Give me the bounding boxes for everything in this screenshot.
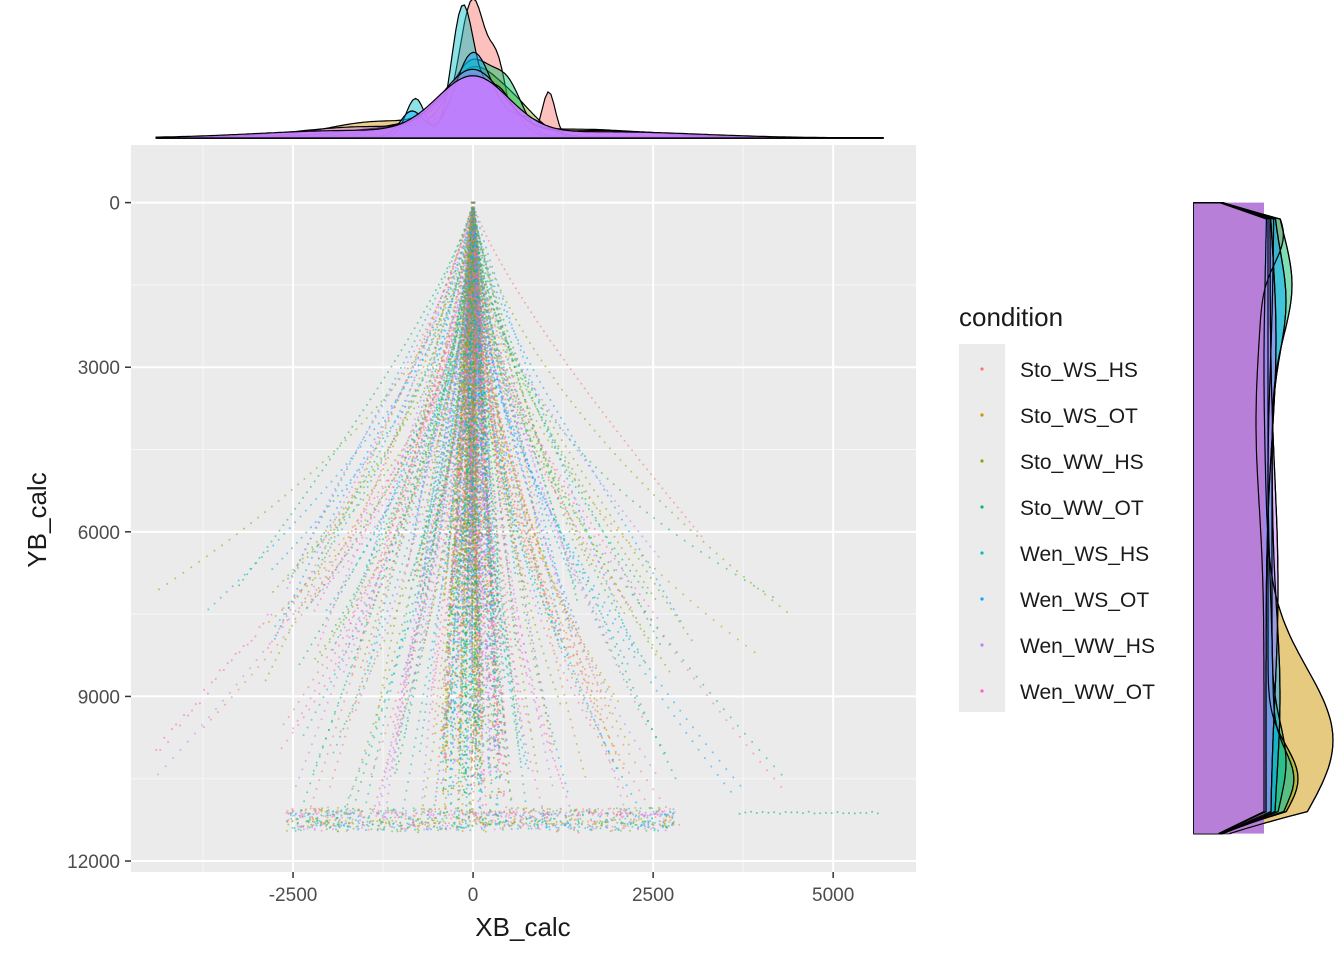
legend-key-Wen_WW_OT [980,689,984,693]
trajectory-Wen_WS_OT [294,811,675,819]
x-tick-label: 2500 [632,885,674,906]
legend-key-Wen_WS_HS [980,551,984,555]
trajectory-Sto_WW_HS [306,818,675,828]
trajectory-Sto_WW_OT [305,816,665,826]
y-tick-label: 6000 [78,523,120,544]
legend-label-Sto_WW_HS: Sto_WW_HS [1020,451,1144,474]
x-tick-label: -2500 [269,885,318,906]
trajectory-Wen_WW_OT [300,823,667,832]
scatter-panel [131,145,916,872]
y-density-outline-Sto_WS_HS [1194,202,1285,835]
y-tick-label: 0 [109,194,120,215]
trajectory-Sto_WW_OT [738,810,879,815]
trajectory-Sto_WW_HS [458,201,475,788]
legend-label-Wen_WS_HS: Wen_WS_HS [1020,543,1149,566]
legend-key-Wen_WS_OT [980,597,984,601]
legend-key-Sto_WW_OT [980,505,984,509]
trajectory-Wen_WW_OT [298,822,675,831]
y-density-outline-Wen_WW_HS [1194,202,1279,835]
trajectory-Sto_WS_OT [318,806,659,815]
legend-label-Wen_WW_OT: Wen_WW_OT [1020,681,1155,704]
grid-minor [131,145,916,872]
trajectory-points [155,201,879,834]
trajectory-Sto_WW_OT [470,201,479,780]
x-tick-label: 5000 [812,885,854,906]
y-tick-label: 3000 [78,358,120,379]
y-tick-label: 12000 [67,852,120,873]
trajectory-Wen_WS_OT [291,823,673,832]
x-axis-ticks: -2500 0 2500 5000 [269,872,854,906]
x-marginal-density [155,0,884,139]
legend: condition Sto_WS_HS Sto_WS_OT Sto_WW_HS Sto… [959,302,1155,712]
y-tick-label: 9000 [78,687,120,708]
y-density-outline-Wen_WW_OT [1194,202,1277,835]
trajectory-Wen_WW_OT [155,613,273,751]
legend-key-Sto_WS_OT [980,413,984,417]
trajectory-Sto_WW_HS [289,808,655,816]
legend-label-Sto_WS_HS: Sto_WS_HS [1020,359,1138,382]
legend-title: condition [959,302,1063,332]
legend-key-Sto_WS_HS [980,367,984,371]
y-density-outline-Wen_WS_OT [1194,202,1287,835]
y-axis-title: YB_calc [22,472,52,567]
legend-label-Wen_WS_OT: Wen_WS_OT [1020,589,1149,612]
legend-label-Wen_WW_HS: Wen_WW_HS [1020,635,1155,658]
trajectory-Wen_WS_HS [295,812,674,820]
trajectory-Sto_WW_OT [294,823,668,832]
legend-label-Sto_WW_OT: Sto_WW_OT [1020,497,1144,520]
legend-key-Wen_WW_HS [980,643,984,647]
y-marginal-density [1193,202,1334,835]
legend-key-Sto_WW_HS [980,459,984,463]
y-density-outline-Sto_WS_OT [1194,202,1334,835]
panel-background [131,145,916,872]
x-axis-title: XB_calc [475,912,570,942]
y-density-base [1194,202,1264,834]
x-tick-label: 0 [468,885,479,906]
legend-label-Sto_WS_OT: Sto_WS_OT [1020,405,1138,428]
y-density-outline-Sto_WW_OT [1194,202,1293,835]
x-density-Wen_WW_OT [155,75,884,139]
legend-key-background [959,344,1005,712]
y-axis-ticks: 0 3000 6000 9000 12000 [67,194,131,873]
